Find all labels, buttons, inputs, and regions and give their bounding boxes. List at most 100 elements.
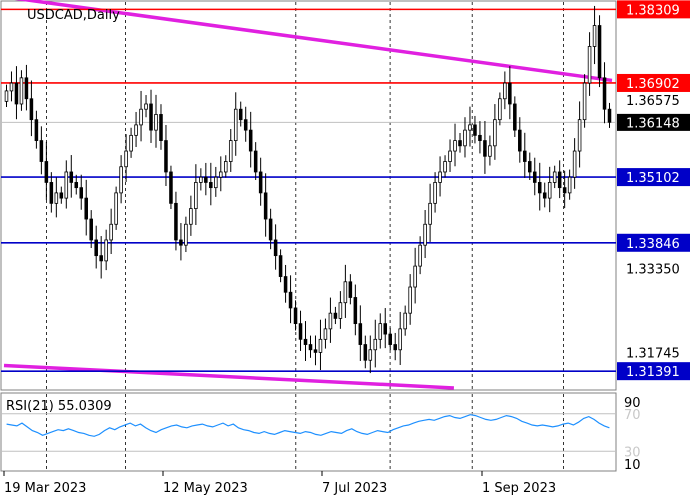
- x-label-1: 12 May 2023: [163, 481, 248, 496]
- candle-body-16: [84, 197, 88, 220]
- candle-body-117: [587, 46, 592, 84]
- candle-body-49: [248, 129, 253, 152]
- candle-body-75: [378, 323, 383, 340]
- candle-body-66: [333, 312, 338, 319]
- trendline-0: [14, 0, 613, 83]
- candle-body-2: [14, 82, 19, 105]
- candle-body-4: [24, 77, 29, 100]
- candle-body-41: [209, 182, 213, 189]
- candle-body-93: [468, 124, 472, 131]
- candle-body-116: [582, 82, 587, 121]
- candle-body-56: [283, 276, 288, 293]
- candle-body-69: [348, 281, 353, 298]
- candle-body-15: [79, 187, 84, 199]
- candle-body-33: [169, 171, 173, 204]
- candle-body-101: [508, 82, 512, 105]
- candle-body-72: [363, 344, 368, 361]
- candle-body-108: [542, 192, 547, 199]
- candle-body-51: [258, 171, 263, 194]
- y-tick-label-1: 1.33350: [626, 263, 680, 278]
- candle-body-114: [572, 150, 577, 178]
- candle-body-40: [204, 176, 208, 183]
- candle-body-98: [493, 119, 497, 147]
- candle-body-104: [523, 150, 527, 162]
- candle-body-5: [29, 98, 34, 121]
- candle-body-79: [398, 328, 402, 351]
- chart-title: USDCAD,Daily: [27, 8, 120, 23]
- level-label-1: 1.36902: [626, 77, 680, 92]
- candle-body-90: [453, 140, 457, 152]
- candle-body-8: [44, 161, 49, 183]
- candle-body-106: [532, 171, 537, 183]
- candle-body-23: [119, 166, 123, 194]
- candle-body-14: [74, 182, 79, 189]
- candle-body-91: [458, 140, 462, 147]
- price-levels: [1, 8, 616, 372]
- candle-body-31: [159, 114, 163, 141]
- candle-body-42: [214, 176, 218, 189]
- candle-body-37: [189, 208, 193, 225]
- current-price-label: 1.36148: [617, 113, 690, 131]
- rsi-axis-label-1: 70: [624, 408, 641, 423]
- candle-body-45: [228, 140, 233, 162]
- candle-body-57: [288, 291, 293, 309]
- candle-body-120: [602, 77, 607, 110]
- candle-body-96: [483, 140, 487, 157]
- candle-body-36: [184, 223, 188, 246]
- candle-body-24: [124, 150, 128, 168]
- candle-body-47: [238, 108, 243, 121]
- candle-body-87: [438, 171, 442, 183]
- candle-body-82: [413, 265, 417, 288]
- candle-body-34: [174, 202, 178, 241]
- candle-body-84: [423, 223, 427, 246]
- candle-body-121: [607, 108, 612, 123]
- candle-body-83: [418, 244, 422, 267]
- candle-body-76: [383, 323, 388, 335]
- candle-body-92: [463, 129, 467, 147]
- candle-body-3: [19, 77, 24, 105]
- candle-body-67: [338, 302, 343, 319]
- candle-body-94: [473, 124, 477, 136]
- rsi-axis-label-0: 90: [624, 396, 641, 411]
- candle-body-68: [343, 281, 348, 304]
- candle-body-88: [443, 161, 447, 173]
- candle-body-30: [154, 114, 158, 131]
- candle-body-20: [104, 239, 108, 262]
- candle-body-0: [4, 90, 9, 102]
- y-tick-label-0: 1.36575: [626, 94, 680, 109]
- candle-body-115: [577, 119, 582, 152]
- candle-body-17: [89, 218, 93, 241]
- level-box-0: [617, 0, 690, 19]
- level-label-2: 1.35102: [626, 171, 680, 186]
- candle-body-54: [273, 239, 278, 257]
- candle-body-102: [513, 103, 517, 131]
- candle-body-86: [433, 182, 437, 204]
- candle-body-109: [547, 182, 552, 199]
- candle-body-18: [94, 239, 98, 257]
- level-label-4: 1.31391: [626, 365, 680, 380]
- candle-body-63: [318, 338, 323, 353]
- candle-body-6: [34, 119, 39, 141]
- y-tick-labels: 1.36575 1.33350 1.31745: [626, 94, 680, 362]
- candle-body-55: [278, 255, 283, 277]
- candle-body-27: [139, 108, 143, 126]
- x-label-0: 19 Mar 2023: [4, 481, 86, 496]
- x-label-2: 7 Jul 2023: [322, 481, 387, 496]
- candle-body-105: [528, 161, 532, 173]
- candle-body-65: [328, 312, 333, 330]
- candle-body-13: [69, 171, 74, 183]
- candle-body-81: [408, 286, 412, 314]
- candle-body-118: [592, 25, 597, 47]
- level-box-2: [617, 168, 690, 187]
- candle-body-97: [488, 145, 492, 157]
- candle-body-64: [323, 328, 328, 340]
- x-axis-labels: 19 Mar 2023 12 May 2023 7 Jul 2023 1 Sep 20…: [3, 471, 556, 496]
- candle-body-1: [9, 82, 14, 92]
- candles: [4, 5, 612, 374]
- candle-body-44: [223, 161, 228, 173]
- candle-body-19: [99, 255, 103, 262]
- candle-body-60: [303, 338, 308, 345]
- candle-body-52: [263, 192, 268, 220]
- candle-body-77: [388, 333, 392, 345]
- candle-body-29: [149, 103, 153, 131]
